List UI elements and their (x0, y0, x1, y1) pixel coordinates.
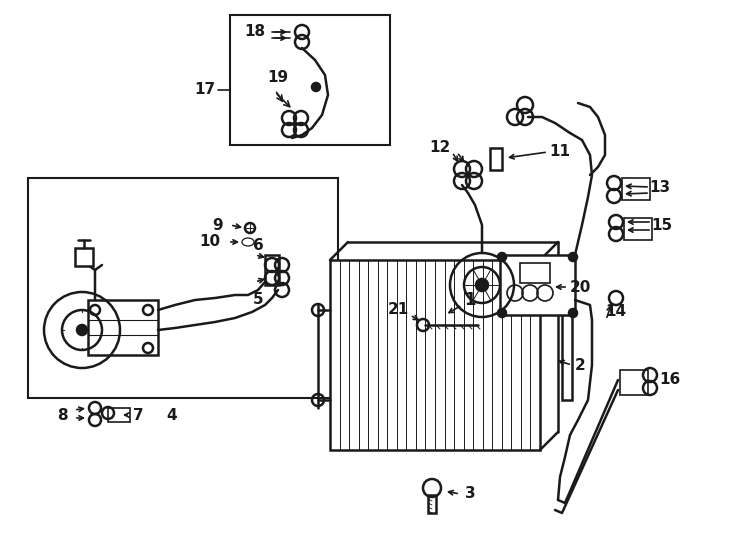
Text: 7: 7 (133, 408, 143, 422)
Text: 10: 10 (200, 234, 220, 249)
Circle shape (498, 309, 506, 317)
Bar (75, 248, 93, 266)
Circle shape (569, 253, 577, 261)
Text: 16: 16 (659, 373, 680, 388)
Bar (500, 255, 575, 315)
Text: 13: 13 (650, 179, 671, 194)
Bar (230, 15, 390, 145)
Circle shape (498, 253, 506, 261)
Bar (620, 370, 648, 395)
Bar (520, 263, 550, 283)
Text: 18: 18 (244, 24, 266, 39)
Text: 14: 14 (606, 305, 627, 320)
Text: 11: 11 (550, 145, 570, 159)
Circle shape (312, 83, 320, 91)
Text: 21: 21 (388, 302, 409, 318)
Text: 12: 12 (429, 140, 451, 156)
Text: 9: 9 (213, 218, 223, 233)
Text: 15: 15 (652, 218, 672, 233)
Bar (490, 148, 502, 170)
Bar (28, 178, 338, 398)
Text: 5: 5 (252, 293, 264, 307)
Circle shape (476, 279, 488, 291)
Text: 4: 4 (167, 408, 178, 422)
Bar (265, 255, 279, 285)
Bar (562, 305, 572, 400)
Bar (330, 260, 540, 450)
Bar (88, 300, 158, 355)
Bar (108, 408, 130, 422)
Text: 17: 17 (195, 83, 216, 98)
Text: 3: 3 (465, 485, 476, 501)
Bar (428, 495, 436, 513)
Text: 1: 1 (464, 291, 476, 309)
Text: 19: 19 (267, 71, 288, 85)
Ellipse shape (242, 238, 254, 246)
Text: 2: 2 (575, 357, 586, 373)
Text: 8: 8 (57, 408, 68, 422)
Bar (624, 218, 652, 240)
Circle shape (569, 309, 577, 317)
Text: 20: 20 (570, 280, 591, 294)
Text: 6: 6 (252, 238, 264, 253)
Circle shape (77, 325, 87, 335)
Bar (622, 178, 650, 200)
